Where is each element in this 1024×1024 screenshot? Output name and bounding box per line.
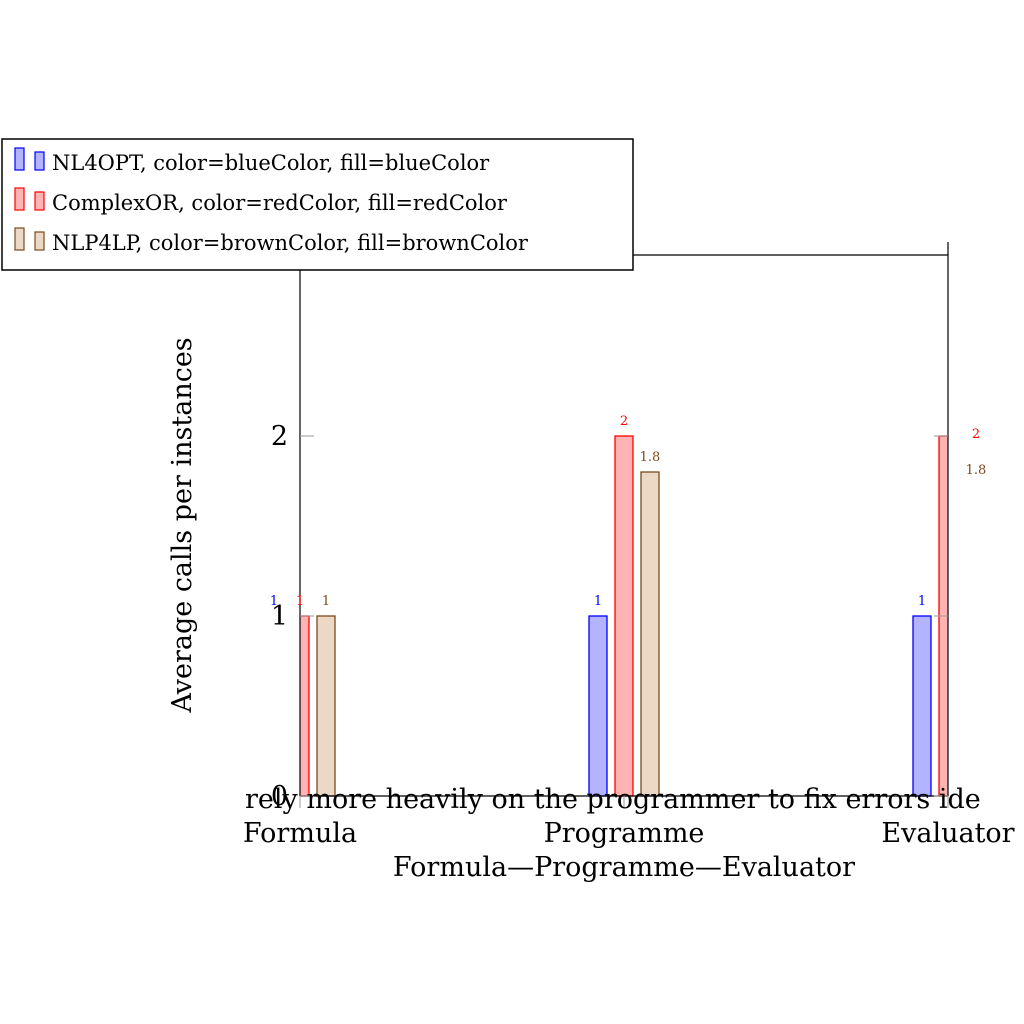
legend-label-0: NL4OPT, color=blueColor, fill=blueColor <box>52 151 490 175</box>
bar-value-label-1-2: 2 <box>972 427 980 442</box>
bar-0-0 <box>265 616 283 796</box>
legend-label-2: NLP4LP, color=brownColor, fill=brownColo… <box>52 231 529 255</box>
x-tick-label-0: Formula <box>243 818 357 849</box>
legend-box <box>1 138 634 271</box>
bar-2-1 <box>640 471 660 797</box>
x-axis-label: Formula—Programme—Evaluator <box>393 852 855 883</box>
ticks-layer: 0 1 2 Formula Programme Evaluator <box>243 421 1015 849</box>
x-tick-label-2: Evaluator <box>881 818 1014 849</box>
bars-layer <box>265 435 983 797</box>
bar-2-0 <box>316 615 336 797</box>
bar-1-0 <box>300 615 310 797</box>
bar-1-1 <box>614 435 634 797</box>
overlapping-annotation-text: rely more heavily on the programmer to f… <box>245 784 981 815</box>
value-labels-layer: 1 1 1 1 2 2 1 1.8 1.8 <box>270 414 986 609</box>
legend-label-1: ComplexOR, color=redColor, fill=redColor <box>52 191 508 215</box>
legend-items: NL4OPT, color=blueColor, fill=blueColor C… <box>14 147 529 255</box>
legend-swatch-a-1 <box>14 187 25 211</box>
legend-swatch-b-1 <box>34 191 45 211</box>
bar-0-1 <box>588 615 608 797</box>
legend-swatch-a-2 <box>14 227 25 251</box>
bar-0-2 <box>912 615 932 797</box>
y-axis-label: Average calls per instances <box>167 337 198 713</box>
bar-value-label-0-1: 1 <box>594 594 602 609</box>
bar-value-label-1-0: 1 <box>296 594 304 609</box>
legend: NL4OPT, color=blueColor, fill=blueColor C… <box>1 138 634 271</box>
x-tick-label-1: Programme <box>544 818 705 849</box>
bar-value-label-2-2: 1.8 <box>966 463 987 478</box>
bar-value-label-2-0: 1 <box>322 594 330 609</box>
y-tick-label-0: 0 <box>271 781 288 812</box>
bar-value-label-0-2: 1 <box>918 594 926 609</box>
legend-swatch-b-2 <box>34 231 45 251</box>
y-tick-label-2: 2 <box>271 421 288 452</box>
legend-swatch-a-0 <box>14 147 25 171</box>
bar-value-label-1-1: 2 <box>620 414 628 429</box>
y-tick-label-1: 1 <box>271 601 288 632</box>
bar-value-label-2-1: 1.8 <box>640 450 661 465</box>
bar-2-2 <box>965 472 983 796</box>
legend-swatch-b-0 <box>34 151 45 171</box>
bar-value-label-0-0: 1 <box>270 594 278 609</box>
